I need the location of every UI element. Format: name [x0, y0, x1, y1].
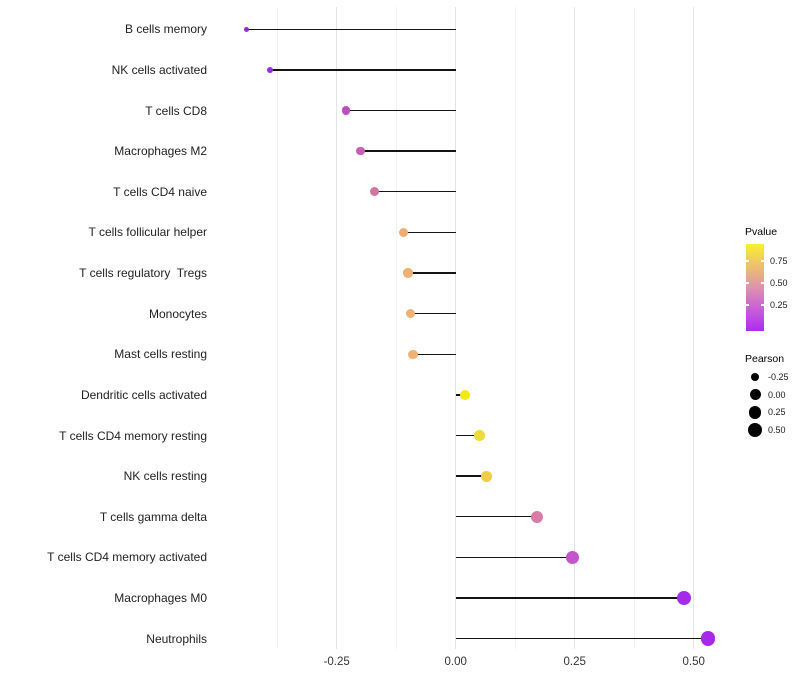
stem-line	[246, 28, 456, 30]
data-point-dot	[370, 187, 380, 197]
data-point-dot	[266, 66, 274, 74]
pvalue-legend: Pvalue 0.75 0.50 0.25	[745, 226, 800, 346]
data-point-dot	[474, 430, 485, 441]
x-axis-tick-label: 0.00	[444, 656, 467, 668]
category-label: Monocytes	[148, 306, 207, 321]
category-label: T cells CD4 memory activated	[47, 550, 207, 565]
category-label: NK cells activated	[111, 62, 207, 77]
stem-line	[410, 312, 456, 315]
data-point-dot	[398, 227, 408, 237]
data-point-dot	[481, 470, 493, 482]
pvalue-tick-notch	[746, 303, 749, 306]
stem-line	[455, 556, 573, 559]
stem-line	[455, 475, 487, 477]
category-label: T cells CD4 memory resting	[59, 428, 207, 443]
data-point-dot	[243, 26, 249, 32]
grid-minor-line	[395, 7, 397, 649]
stem-line	[374, 191, 456, 193]
category-label: T cells follicular helper	[88, 225, 208, 240]
pearson-size-label: 0.50	[768, 424, 786, 435]
pvalue-tick-notch	[761, 259, 764, 262]
data-point-dot	[700, 631, 716, 646]
x-axis-tick-label: 0.50	[682, 656, 705, 668]
pvalue-tick-notch	[761, 281, 764, 284]
pearson-size-dot	[748, 405, 762, 419]
pvalue-tick-label: 0.50	[770, 277, 788, 288]
grid-minor-line	[514, 7, 516, 649]
grid-major-line	[336, 7, 338, 649]
pearson-size-label: 0.25	[768, 407, 786, 418]
x-axis-tick-label: 0.25	[563, 656, 586, 668]
pearson-size-label: 0.00	[768, 389, 786, 400]
grid-major-line	[693, 7, 695, 649]
grid-major-line	[455, 7, 457, 649]
pearson-legend: Pearson -0.25 0.00 0.25 0.50	[745, 353, 800, 448]
category-label: Dendritic cells activated	[80, 387, 207, 402]
pvalue-tick-notch	[746, 259, 749, 262]
pearson-legend-body: -0.25 0.00 0.25 0.50	[745, 353, 800, 448]
grid-minor-line	[276, 7, 278, 649]
pvalue-tick-notch	[761, 303, 764, 306]
category-label: T cells regulatory Tregs	[79, 266, 207, 281]
pvalue-tick-notch	[746, 281, 749, 284]
pearson-legend-title: Pearson	[745, 353, 785, 365]
stem-line	[455, 637, 708, 640]
pvalue-gradient-bar	[746, 244, 764, 331]
data-point-dot	[356, 146, 365, 156]
category-label: Macrophages M2	[114, 144, 207, 159]
pearson-size-dot	[747, 422, 763, 437]
data-point-dot	[530, 510, 543, 523]
category-label: B cells memory	[124, 22, 207, 37]
pearson-size-label: -0.25	[768, 372, 789, 382]
grid-minor-line	[633, 7, 635, 649]
data-point-dot	[408, 349, 418, 359]
stem-line	[455, 516, 537, 518]
data-point-dot	[565, 550, 579, 564]
pvalue-tick-label: 0.25	[770, 299, 788, 310]
data-point-dot	[405, 308, 416, 319]
stem-line	[346, 109, 456, 112]
stem-line	[412, 353, 456, 355]
pearson-size-dot	[749, 389, 761, 401]
stem-line	[455, 597, 685, 599]
x-axis-tick-label: -0.25	[323, 656, 350, 668]
category-label: Macrophages M0	[114, 590, 207, 605]
grid-major-line	[574, 7, 576, 649]
data-point-dot	[403, 268, 413, 278]
pvalue-legend-body: 0.75 0.50 0.25	[745, 226, 800, 346]
stem-line	[360, 150, 456, 152]
data-point-dot	[677, 590, 692, 606]
category-label: Neutrophils	[146, 631, 207, 646]
pvalue-legend-title: Pvalue	[745, 226, 778, 238]
stem-line	[270, 69, 456, 71]
stem-line	[455, 434, 480, 437]
category-label: T cells CD4 naive	[113, 184, 207, 199]
category-label: T cells gamma delta	[99, 509, 207, 524]
category-label: NK cells resting	[123, 469, 207, 484]
pearson-size-dot	[750, 372, 760, 382]
pvalue-tick-label: 0.75	[770, 255, 788, 266]
data-point-dot	[460, 389, 471, 401]
data-point-dot	[342, 106, 351, 115]
stem-line	[403, 231, 456, 234]
category-label: Mast cells resting	[114, 347, 207, 362]
stem-line	[408, 272, 456, 274]
category-label: T cells CD8	[145, 103, 207, 118]
